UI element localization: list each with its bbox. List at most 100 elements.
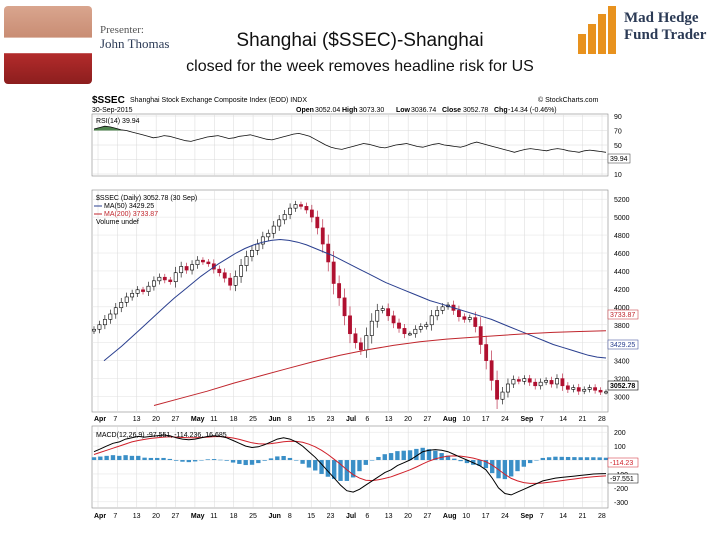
candle <box>342 297 347 317</box>
macd-tick: 200 <box>614 430 626 437</box>
tick-label-top: 7 <box>540 416 544 423</box>
ma200-line <box>153 330 607 406</box>
tick-label-bottom: 11 <box>210 513 217 520</box>
candle <box>587 387 592 390</box>
macd-histogram-bar <box>211 459 217 461</box>
tick-label-top: Apr <box>94 416 106 423</box>
macd-histogram-bar <box>161 457 166 461</box>
candle <box>522 378 527 382</box>
tick-label-bottom: 13 <box>133 513 141 520</box>
macd-histogram-bar <box>350 460 356 478</box>
tick-label-top: Jul <box>346 416 356 423</box>
candle <box>500 391 505 400</box>
macd-histogram-bar <box>382 454 387 461</box>
ohlc-change: -14.34 (-0.46%) <box>508 107 557 114</box>
candle <box>179 266 184 274</box>
ohlc-close: 3052.78 <box>463 107 488 114</box>
candle <box>582 389 587 392</box>
chart-index-name: Shanghai Stock Exchange Composite Index … <box>130 97 307 104</box>
macd-histogram-bar <box>167 458 173 461</box>
tick-label-bottom: 23 <box>327 513 335 520</box>
candle <box>457 310 461 317</box>
tick-label-top: 25 <box>249 416 257 423</box>
candle <box>440 306 445 311</box>
candle <box>407 333 412 336</box>
legend-price: $SSEC (Daily) 3052.78 (30 Sep) <box>96 195 197 202</box>
tick-label-top: 11 <box>210 416 217 423</box>
macd-signal-box: -114.23 <box>607 457 639 468</box>
macd-histogram-bar <box>117 455 122 461</box>
rsi-tick: 10 <box>614 172 622 179</box>
macd-histogram-bar <box>338 460 343 481</box>
macd-histogram-bar <box>477 460 482 466</box>
rsi-tick: 50 <box>614 143 622 150</box>
candle <box>348 315 352 335</box>
macd-last-box: -97.551 <box>607 473 639 484</box>
rsi-tick: 70 <box>614 129 622 136</box>
ohlc-open: 3052.04 <box>315 107 340 114</box>
candle <box>206 261 211 265</box>
macd-histogram-bar <box>559 456 564 461</box>
candle <box>151 280 156 287</box>
macd-histogram-bar <box>603 457 609 461</box>
price-tick: 3800 <box>614 323 630 330</box>
price-tick: 4800 <box>614 233 630 240</box>
macd-line <box>93 434 607 496</box>
candle <box>255 243 260 251</box>
tick-label-bottom: 6 <box>365 513 369 520</box>
candle <box>135 289 140 294</box>
axis-layer: Apr Apr 7 7 13 13 20 20 27 27 May May 11 11 18 18 25 25 Ju… <box>94 114 630 520</box>
tick-label-bottom: 27 <box>172 513 180 520</box>
macd-histogram-bar <box>420 447 425 461</box>
candle <box>92 328 96 332</box>
tick-label-top: 28 <box>598 416 606 423</box>
macd-histogram-bar <box>98 456 103 461</box>
tick-label-bottom: 20 <box>404 513 412 520</box>
macd-signal-value: -114.23 <box>610 460 633 467</box>
presenter-name: John Thomas <box>100 36 170 51</box>
macd-layer <box>91 434 609 496</box>
tick-label-top: 14 <box>559 416 567 423</box>
macd-histogram-bar <box>123 455 128 461</box>
macd-histogram-bar <box>433 450 438 461</box>
ma200-last-value: 3733.87 <box>610 312 635 319</box>
svg-text:High: High <box>342 107 358 114</box>
tick-label-top: 15 <box>307 416 315 423</box>
tick-label-bottom: Aug <box>443 513 457 520</box>
macd-histogram-bar <box>243 460 248 466</box>
macd-histogram-bar <box>388 453 394 461</box>
macd-histogram-bar <box>540 457 545 461</box>
candle <box>195 259 200 265</box>
tick-label-top: 10 <box>462 416 470 423</box>
macd-histogram-bar <box>110 455 116 461</box>
candle <box>124 296 129 303</box>
macd-histogram-bar <box>401 450 406 461</box>
macd-histogram-bar <box>91 457 97 461</box>
macd-histogram-bar <box>287 457 293 461</box>
candle <box>190 264 194 271</box>
macd-histogram-bar <box>180 460 185 462</box>
ma200-last-box: 3733.87 <box>607 309 639 320</box>
price-layer <box>92 200 608 410</box>
candle <box>484 344 489 361</box>
tick-label-top: 20 <box>404 416 412 423</box>
price-last-box: 3052.78 <box>607 380 639 391</box>
candle <box>386 308 391 317</box>
candle <box>598 389 603 393</box>
macd-histogram-bar <box>294 460 299 461</box>
macd-label: MACD(12,26,9) -97.551, -114.236, 16.685 <box>96 432 227 439</box>
candle <box>462 316 467 320</box>
candle <box>511 379 516 385</box>
tick-label-top: 27 <box>424 416 432 423</box>
candle <box>375 310 380 322</box>
candle <box>397 322 401 329</box>
candle <box>473 317 478 327</box>
macd-histogram-bar <box>237 460 242 464</box>
candle <box>293 204 298 209</box>
logo-text: Mad Hedge Fund Trader <box>624 10 706 44</box>
rsi-label: RSI(14) 39.94 <box>96 118 140 125</box>
candle <box>506 383 510 393</box>
legend-volume: Volume undef <box>96 219 139 226</box>
candle <box>560 378 565 387</box>
macd-histogram-bar <box>275 456 280 461</box>
